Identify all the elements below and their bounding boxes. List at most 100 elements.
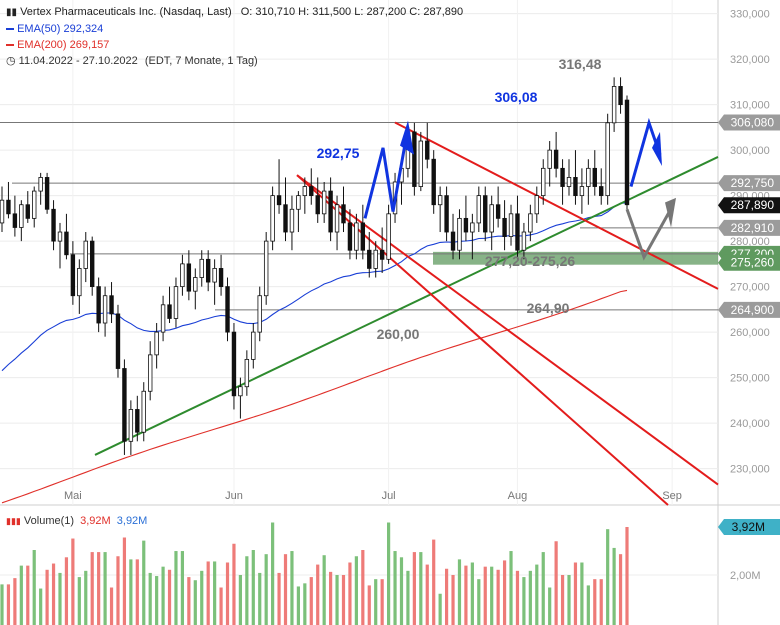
legend-ema50[interactable]: EMA(50) 292,324	[6, 23, 103, 35]
candle-body-down	[205, 258, 211, 283]
legend-ema200[interactable]: EMA(200) 269,157	[6, 39, 109, 51]
candle-body-down	[483, 195, 488, 233]
volume-bar-up	[84, 570, 88, 625]
candle	[6, 181, 11, 219]
ohlc-values: O: 310,710 H: 311,500 L: 287,200 C: 287,…	[240, 6, 464, 18]
candle	[341, 186, 346, 233]
candle	[257, 286, 262, 342]
candle	[115, 304, 121, 378]
candle-body-down	[225, 286, 230, 333]
candle-body-down	[495, 204, 501, 219]
volume-bar-down	[625, 527, 629, 625]
y-tick-label: 260,000	[730, 327, 770, 339]
volume-bar-down	[618, 554, 623, 625]
candle	[586, 159, 591, 205]
price-tag-box	[718, 301, 780, 318]
price-tag: 282,910	[718, 219, 780, 236]
volume-bar-up	[238, 575, 243, 625]
candle-body-down	[502, 217, 507, 237]
candle	[64, 213, 69, 260]
candle	[186, 250, 192, 301]
y-tick-label: 240,000	[730, 418, 770, 430]
candle-body-up	[251, 331, 256, 360]
candle-body-down	[560, 167, 565, 187]
candle	[193, 268, 198, 310]
candle-body-up	[270, 195, 275, 242]
ema200-value: 269,157	[69, 39, 110, 51]
y-tick-label: 270,000	[730, 282, 770, 294]
volume-bar-down	[573, 562, 578, 625]
candle	[70, 241, 76, 305]
candle	[321, 181, 327, 223]
candle	[508, 204, 514, 246]
y-tick-label: 310,000	[730, 100, 770, 112]
price-tag-label: 292,750	[731, 176, 775, 190]
volume-bar-up	[58, 572, 62, 625]
candle-body-down	[450, 231, 456, 251]
candle	[199, 250, 204, 287]
candle-body-down	[90, 240, 95, 288]
candle-body-up	[199, 258, 204, 278]
candle	[618, 77, 623, 114]
candle	[12, 195, 18, 237]
volume-bar-down	[599, 579, 603, 625]
candle	[251, 323, 256, 369]
chart-type-icon: ▮▮	[6, 7, 18, 18]
volume-bar-down	[187, 577, 191, 625]
candle	[147, 341, 153, 401]
price-annotation: 292,75	[317, 145, 360, 161]
candle-body-down	[276, 195, 282, 206]
candle-body-up	[373, 249, 378, 269]
candle-body-down	[444, 195, 449, 233]
candle-body-up	[238, 386, 243, 397]
candle-body-up	[470, 222, 475, 233]
candle-body-down	[283, 204, 288, 233]
candle-body-down	[70, 254, 76, 297]
volume-bar-down	[329, 571, 333, 625]
candle-body-up	[321, 190, 327, 215]
candle-body-down	[6, 199, 11, 215]
volume-bar-down	[109, 587, 114, 625]
volume-bar-down	[219, 587, 223, 625]
volume-bar-up	[354, 556, 358, 625]
volume-bar-down	[361, 550, 365, 625]
volume-bar-up	[32, 550, 36, 625]
candle	[109, 282, 114, 324]
candle-body-down	[25, 204, 30, 219]
volume-bar-up	[541, 552, 545, 625]
candle	[354, 213, 359, 260]
candle	[470, 213, 475, 260]
candle	[515, 195, 520, 260]
volume-icon: ▮▮▮	[6, 516, 21, 526]
volume-bar-down	[71, 538, 75, 625]
candle	[90, 236, 95, 296]
volume-bar-up	[374, 579, 378, 625]
ema50-label: EMA(50)	[17, 23, 61, 35]
candle	[624, 95, 630, 210]
x-tick-label: Aug	[508, 490, 528, 502]
volume-bar-up	[155, 576, 159, 625]
volume-bar-down	[122, 537, 127, 625]
candle	[599, 168, 604, 205]
candle-body-down	[341, 204, 346, 224]
price-tag: 306,080	[718, 114, 780, 131]
volume-bar-down	[425, 564, 429, 625]
price-tag: 275,260	[718, 254, 780, 271]
candle-body-down	[231, 331, 237, 397]
volume-bar-down	[515, 570, 520, 625]
candle	[483, 186, 488, 242]
candle	[44, 172, 50, 214]
volume-bar-down	[206, 561, 210, 625]
volume-bar-down	[116, 556, 120, 625]
date-range-text: 11.04.2022 - 27.10.2022	[18, 55, 138, 67]
uptrend-line	[94, 156, 719, 456]
candle	[573, 150, 578, 205]
ema200-line	[1, 289, 628, 504]
x-tick-label: Jun	[225, 490, 243, 502]
candle	[263, 232, 269, 305]
price-tag-label: 275,260	[731, 256, 775, 270]
candle	[135, 395, 140, 442]
volume-bar-up	[580, 562, 584, 625]
volume-bar-down	[26, 565, 30, 625]
candle	[231, 323, 237, 410]
